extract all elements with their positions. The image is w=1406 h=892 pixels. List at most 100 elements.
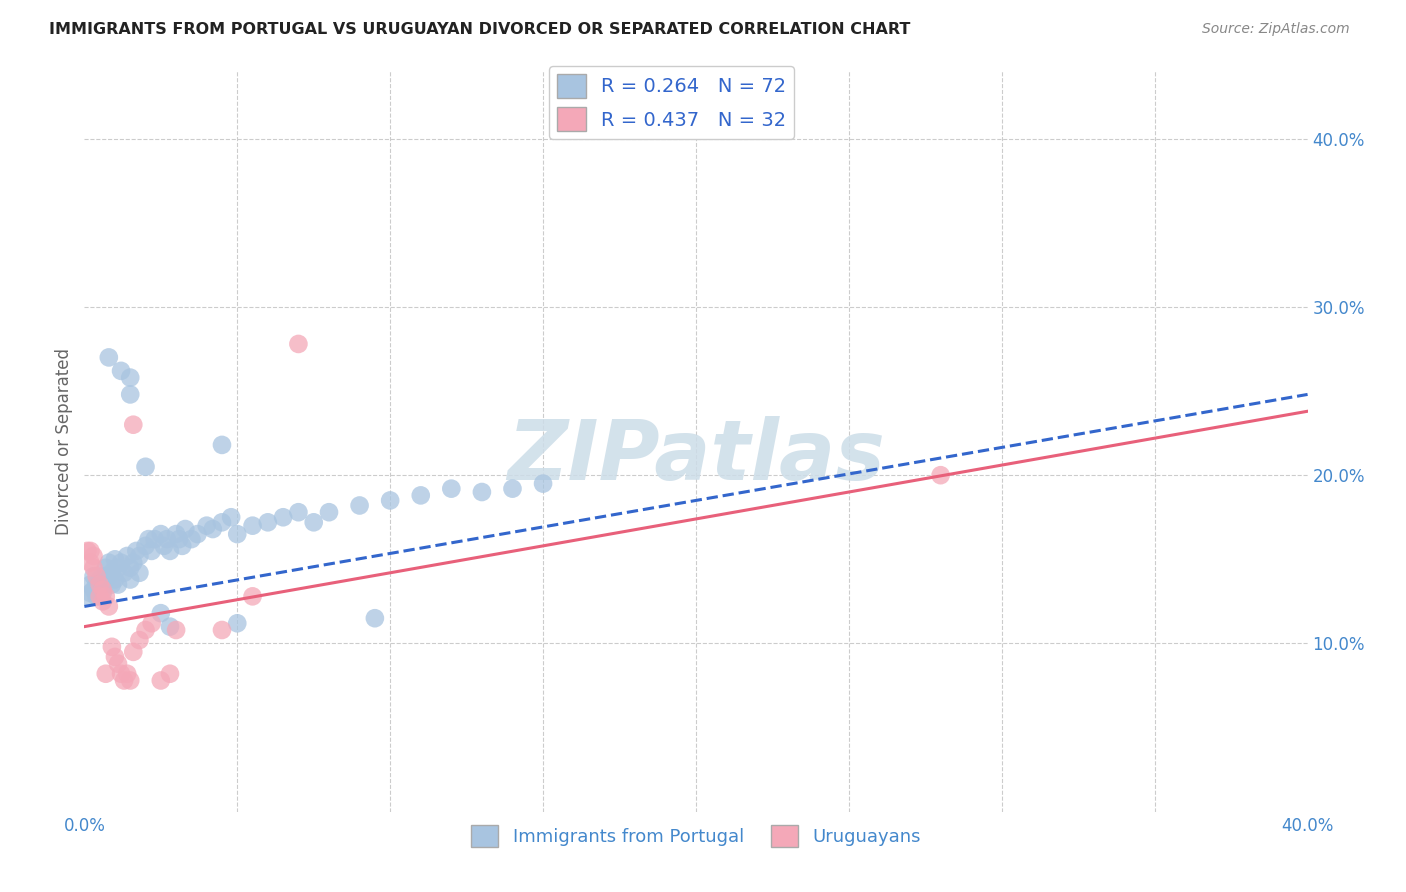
Point	[97, 556, 120, 570]
Point	[531, 476, 554, 491]
Point	[91, 594, 114, 608]
Point	[112, 566, 135, 580]
Point	[287, 337, 309, 351]
Point	[104, 573, 127, 587]
Point	[89, 573, 111, 587]
Point	[122, 417, 145, 432]
Point	[94, 666, 117, 681]
Text: IMMIGRANTS FROM PORTUGAL VS URUGUAYAN DIVORCED OR SEPARATED CORRELATION CHART: IMMIGRANTS FROM PORTUGAL VS URUGUAYAN DI…	[49, 22, 911, 37]
Point	[120, 387, 142, 401]
Point	[125, 544, 148, 558]
Point	[271, 510, 294, 524]
Point	[91, 582, 114, 597]
Point	[302, 516, 325, 530]
Point	[107, 577, 129, 591]
Point	[120, 573, 142, 587]
Point	[287, 505, 309, 519]
Point	[91, 586, 114, 600]
Point	[101, 640, 124, 654]
Point	[97, 351, 120, 365]
Point	[318, 505, 340, 519]
Point	[120, 370, 142, 384]
Text: Source: ZipAtlas.com: Source: ZipAtlas.com	[1202, 22, 1350, 37]
Point	[135, 539, 157, 553]
Point	[153, 539, 176, 553]
Point	[165, 623, 187, 637]
Point	[91, 569, 114, 583]
Point	[128, 549, 150, 563]
Point	[79, 586, 101, 600]
Point	[149, 606, 172, 620]
Point	[502, 482, 524, 496]
Point	[929, 468, 952, 483]
Point	[138, 532, 160, 546]
Point	[159, 666, 181, 681]
Point	[101, 566, 124, 580]
Point	[226, 527, 249, 541]
Point	[115, 666, 138, 681]
Point	[201, 522, 224, 536]
Legend: Immigrants from Portugal, Uruguayans: Immigrants from Portugal, Uruguayans	[464, 818, 928, 855]
Point	[242, 518, 264, 533]
Point	[101, 577, 124, 591]
Point	[143, 532, 166, 546]
Point	[94, 560, 117, 574]
Point	[174, 522, 197, 536]
Point	[141, 544, 163, 558]
Point	[156, 532, 179, 546]
Point	[97, 599, 120, 614]
Point	[186, 527, 208, 541]
Point	[364, 611, 387, 625]
Point	[159, 619, 181, 633]
Point	[94, 573, 117, 587]
Point	[83, 569, 105, 583]
Point	[112, 673, 135, 688]
Point	[195, 518, 218, 533]
Point	[89, 582, 111, 597]
Point	[83, 549, 105, 563]
Point	[226, 616, 249, 631]
Point	[86, 569, 108, 583]
Point	[115, 549, 138, 563]
Y-axis label: Divorced or Separated: Divorced or Separated	[55, 348, 73, 535]
Point	[219, 510, 242, 524]
Point	[380, 493, 402, 508]
Point	[110, 364, 132, 378]
Point	[110, 556, 132, 570]
Point	[79, 577, 101, 591]
Point	[97, 569, 120, 583]
Point	[110, 666, 132, 681]
Point	[471, 485, 494, 500]
Point	[141, 616, 163, 631]
Point	[76, 590, 98, 604]
Point	[211, 438, 233, 452]
Point	[135, 623, 157, 637]
Point	[107, 657, 129, 671]
Point	[180, 532, 202, 546]
Point	[149, 673, 172, 688]
Point	[211, 516, 233, 530]
Point	[79, 556, 101, 570]
Point	[149, 527, 172, 541]
Point	[349, 499, 371, 513]
Point	[104, 649, 127, 664]
Point	[86, 590, 108, 604]
Point	[89, 590, 111, 604]
Point	[83, 582, 105, 597]
Point	[128, 633, 150, 648]
Point	[122, 645, 145, 659]
Point	[122, 556, 145, 570]
Point	[120, 673, 142, 688]
Point	[94, 590, 117, 604]
Point	[409, 488, 432, 502]
Point	[79, 544, 101, 558]
Point	[107, 560, 129, 574]
Point	[242, 590, 264, 604]
Point	[159, 544, 181, 558]
Point	[128, 566, 150, 580]
Point	[440, 482, 463, 496]
Point	[257, 516, 280, 530]
Point	[165, 527, 187, 541]
Point	[172, 539, 194, 553]
Point	[76, 544, 98, 558]
